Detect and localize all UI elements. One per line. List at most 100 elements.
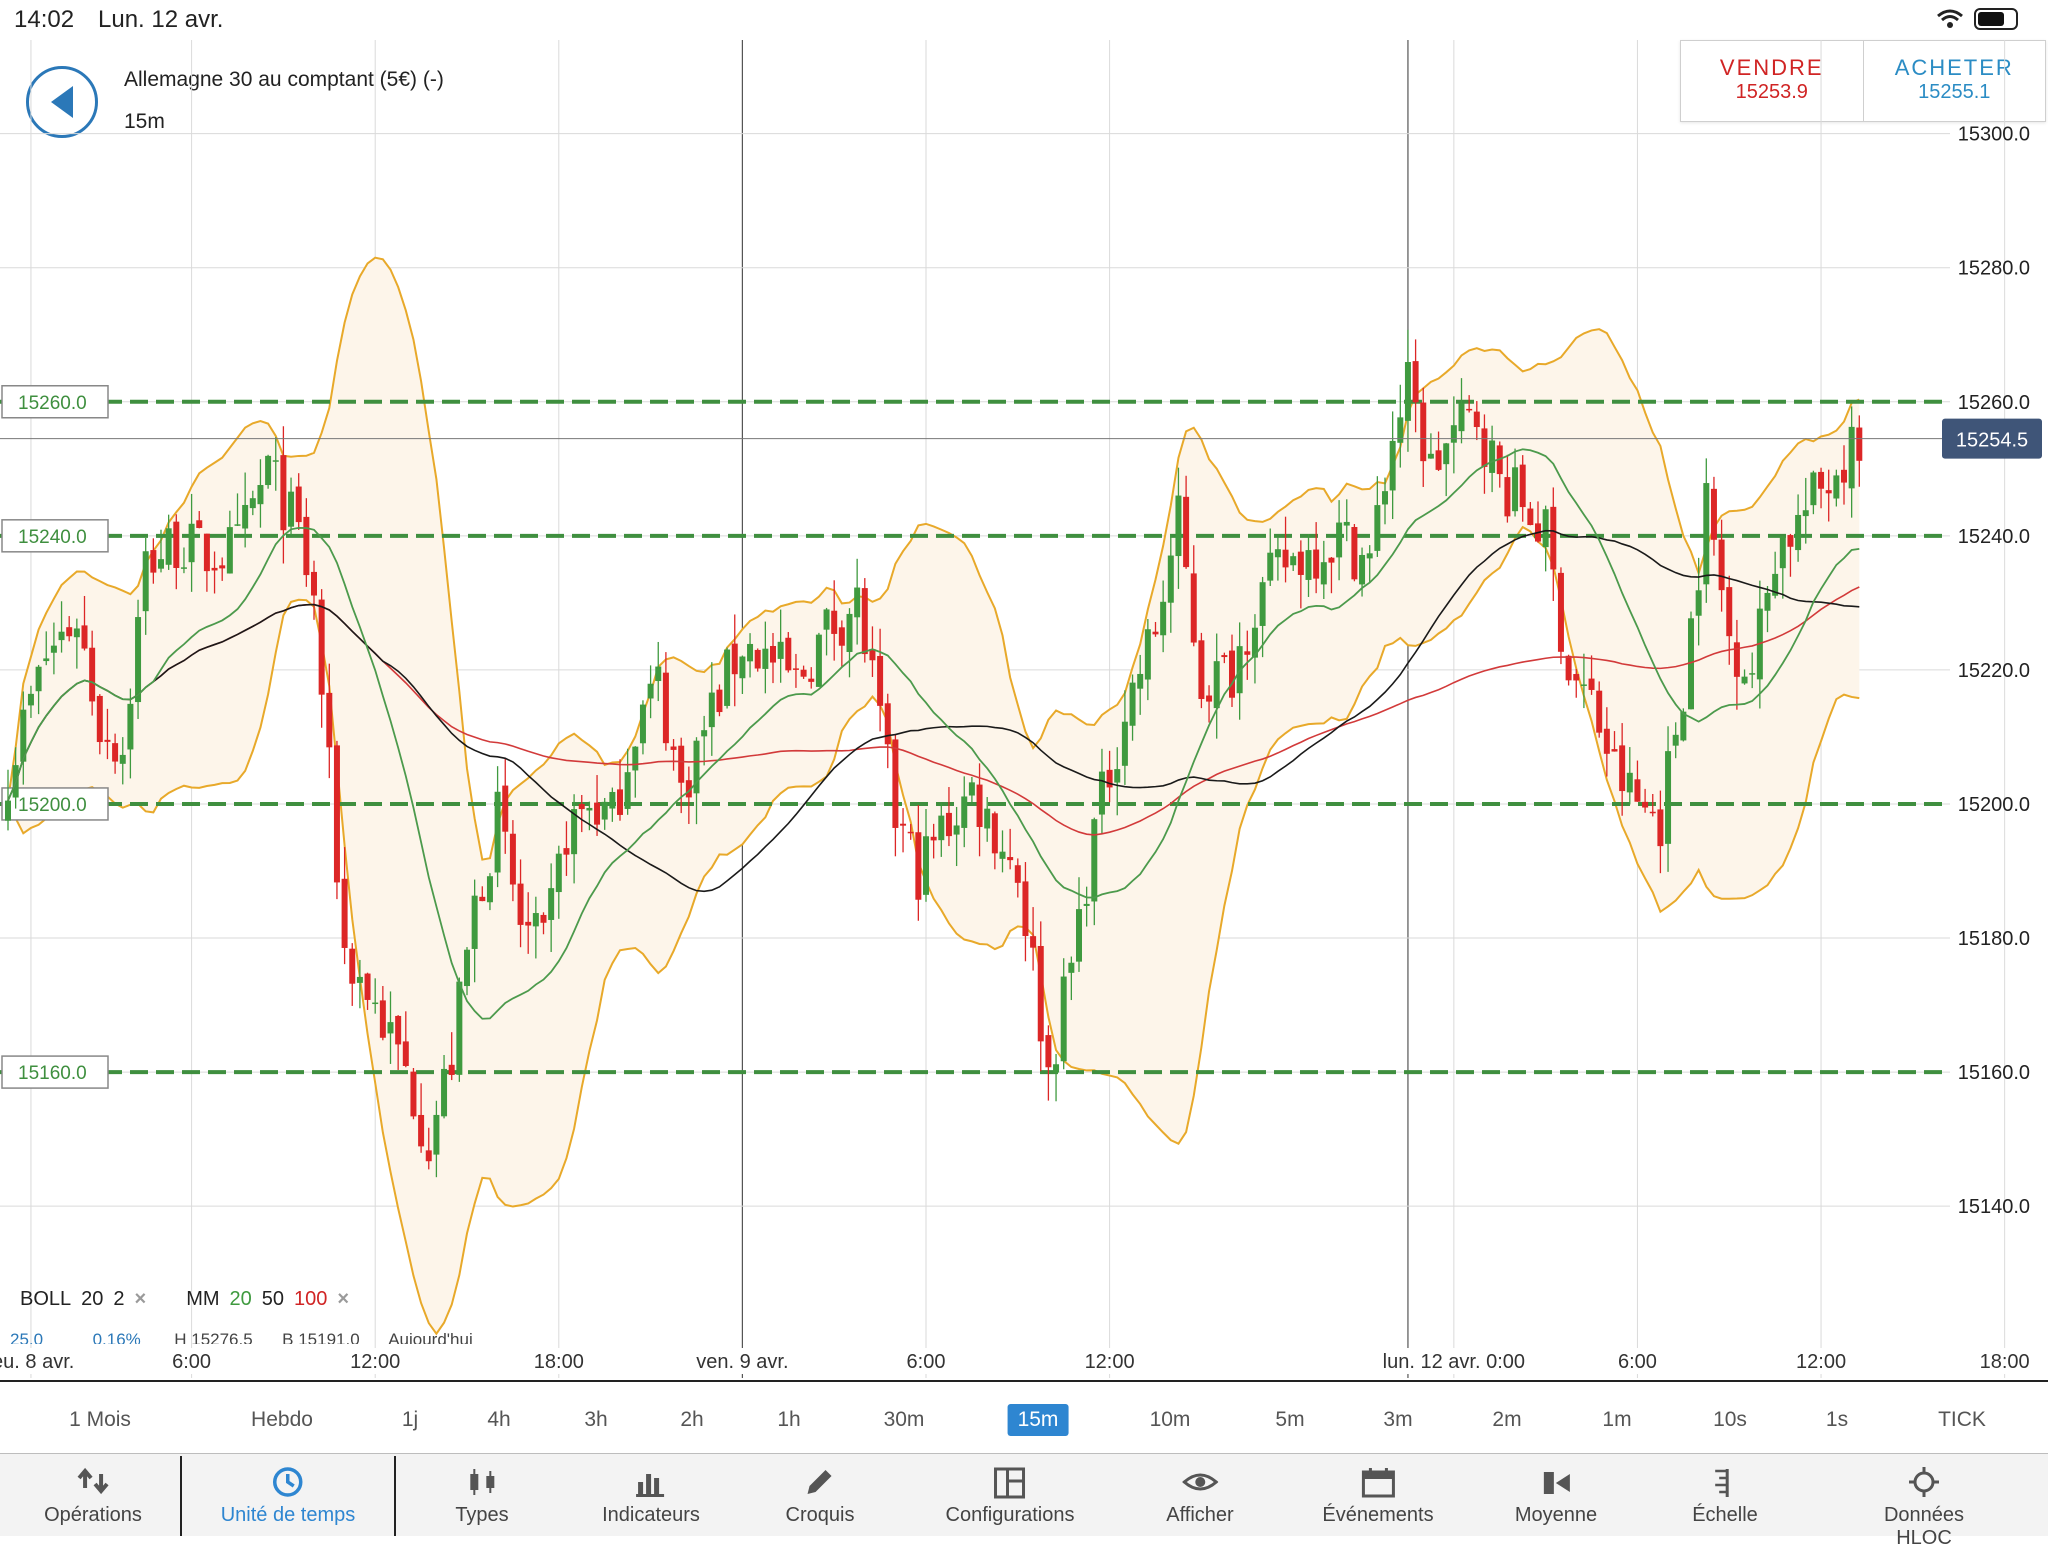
- candle-body: [1389, 440, 1396, 491]
- candle-body: [517, 883, 524, 925]
- toolbar-average-button[interactable]: Moyenne: [1515, 1454, 1597, 1536]
- y-tick-label: 15180.0: [1958, 928, 2030, 950]
- candle-body: [1741, 676, 1748, 684]
- mm-legend-label[interactable]: MM: [186, 1288, 220, 1310]
- candle-body: [693, 740, 700, 794]
- timeframe-3h[interactable]: 3h: [584, 1408, 608, 1431]
- arrows-updown-icon: [77, 1467, 109, 1495]
- candle-body: [999, 851, 1006, 859]
- x-tick-label: 18:00: [534, 1351, 584, 1373]
- boll-legend-label[interactable]: BOLL: [20, 1288, 72, 1310]
- remove-mm-icon[interactable]: ×: [337, 1288, 350, 1310]
- candle-body: [119, 754, 126, 764]
- candle-body: [96, 695, 103, 743]
- toolbar-eye-button[interactable]: Afficher: [1166, 1454, 1234, 1536]
- timeframe-1-mois[interactable]: 1 Mois: [69, 1408, 131, 1431]
- buy-label: ACHETER: [1894, 55, 2014, 80]
- candle-body: [1014, 865, 1021, 883]
- candle-body: [869, 649, 876, 661]
- candle-body: [203, 533, 210, 572]
- candle-body: [1550, 506, 1557, 570]
- toolbar-pencil-button[interactable]: Croquis: [786, 1454, 854, 1536]
- candle-body: [1366, 553, 1373, 559]
- candle-body: [815, 634, 822, 687]
- candle-body: [961, 796, 968, 828]
- clock-icon: [273, 1467, 303, 1497]
- candle-body: [265, 455, 272, 486]
- remove-boll-icon[interactable]: ×: [134, 1288, 147, 1310]
- candle-body: [1144, 629, 1151, 680]
- candle-body: [953, 825, 960, 835]
- candle-body: [410, 1071, 417, 1117]
- timeframe-5m[interactable]: 5m: [1275, 1408, 1305, 1431]
- candle-body: [1382, 491, 1388, 505]
- toolbar-bars-button[interactable]: Indicateurs: [602, 1454, 700, 1536]
- x-tick-bg: [1975, 1348, 2034, 1374]
- x-tick-bg: [529, 1348, 588, 1374]
- candle-body: [1083, 903, 1090, 906]
- candle-body: [792, 668, 799, 670]
- toolbar-arrows-updown-button[interactable]: Opérations: [44, 1454, 142, 1536]
- timeframe-15m[interactable]: 15m: [1007, 1404, 1069, 1436]
- toolbar-label: Indicateurs: [602, 1504, 700, 1526]
- period-label: Aujourd'hui: [388, 1330, 473, 1344]
- y-tick-label: 15140.0: [1958, 1196, 2030, 1218]
- timeframe-bar: 1 Mois Hebdo 1j 4h 3h 2h 1h 30m 15m 10m 5m 3m 2m 1m 10…: [0, 1380, 2048, 1454]
- toolbar-scale-button[interactable]: Échelle: [1692, 1454, 1758, 1536]
- timeframe-1h[interactable]: 1h: [777, 1408, 801, 1431]
- toolbar-crosshair-button[interactable]: Données HLOC: [1862, 1454, 1986, 1549]
- toolbar-layout-button[interactable]: Configurations: [946, 1454, 1074, 1536]
- timeframe-tick[interactable]: TICK: [1938, 1408, 1986, 1431]
- toolbar-label: Moyenne: [1514, 1504, 1598, 1526]
- candle-body: [1810, 472, 1817, 506]
- timeframe-4h[interactable]: 4h: [487, 1408, 511, 1431]
- candle-body: [777, 641, 784, 659]
- timeframe-1s[interactable]: 1s: [1825, 1408, 1849, 1431]
- candle-body: [1183, 496, 1190, 568]
- candle-body: [1152, 631, 1159, 635]
- level-tag: [1, 787, 109, 821]
- candle-body: [1580, 684, 1587, 686]
- timeframe-2h[interactable]: 2h: [680, 1408, 704, 1431]
- timeframe-10s[interactable]: 10s: [1713, 1408, 1747, 1431]
- x-tick-bg: [1614, 1348, 1661, 1374]
- timeframe-2m[interactable]: 2m: [1492, 1408, 1522, 1431]
- candle-body: [1007, 857, 1014, 861]
- toolbar-calendar-button[interactable]: Événements: [1322, 1454, 1434, 1536]
- candle-body: [915, 832, 922, 900]
- timeframe-1m[interactable]: 1m: [1602, 1408, 1632, 1431]
- candle-body: [35, 666, 42, 692]
- timeframe-3m[interactable]: 3m: [1383, 1408, 1413, 1431]
- candle-body: [1481, 428, 1488, 467]
- timeframe-hebdo[interactable]: Hebdo: [251, 1408, 313, 1431]
- candle-body: [1450, 425, 1457, 443]
- toolbar-clock-button[interactable]: Unité de temps: [221, 1454, 355, 1536]
- candle-body: [938, 815, 945, 841]
- x-tick-label: 6:00: [1618, 1351, 1657, 1373]
- level-tag-label: 15160.0: [18, 1063, 87, 1084]
- candle-body: [1565, 655, 1572, 681]
- change-points: 25.0: [10, 1330, 44, 1344]
- candle-body: [1703, 483, 1710, 585]
- x-tick-label: 12:00: [350, 1351, 400, 1373]
- x-tick-bg: [1355, 1348, 1553, 1374]
- candle-body: [66, 627, 73, 637]
- back-button[interactable]: [26, 66, 98, 138]
- timeframe-10m[interactable]: 10m: [1149, 1408, 1191, 1431]
- candle-body: [318, 599, 325, 695]
- calendar-icon: [1361, 1468, 1395, 1498]
- timeframe-1j[interactable]: 1j: [401, 1408, 419, 1431]
- low-value: B 15191.0: [282, 1330, 360, 1344]
- candle-body: [418, 1114, 425, 1147]
- price-chart[interactable]: 15260.0 15240.0 15200.0 15160.0 15254.5 15300…: [0, 40, 2048, 1380]
- status-date: Lun. 12 avr.: [98, 6, 224, 33]
- buy-button[interactable]: ACHETER 15255.1: [1862, 41, 2046, 121]
- candle-body: [617, 789, 623, 815]
- toolbar-candles-button[interactable]: Types: [455, 1454, 509, 1536]
- candle-body: [1596, 690, 1603, 733]
- candle-body: [892, 739, 899, 828]
- candle-body: [968, 782, 975, 796]
- sell-button[interactable]: VENDRE 15253.9: [1681, 41, 1863, 121]
- boll-deviation: 2: [113, 1288, 125, 1310]
- timeframe-30m[interactable]: 30m: [883, 1408, 925, 1431]
